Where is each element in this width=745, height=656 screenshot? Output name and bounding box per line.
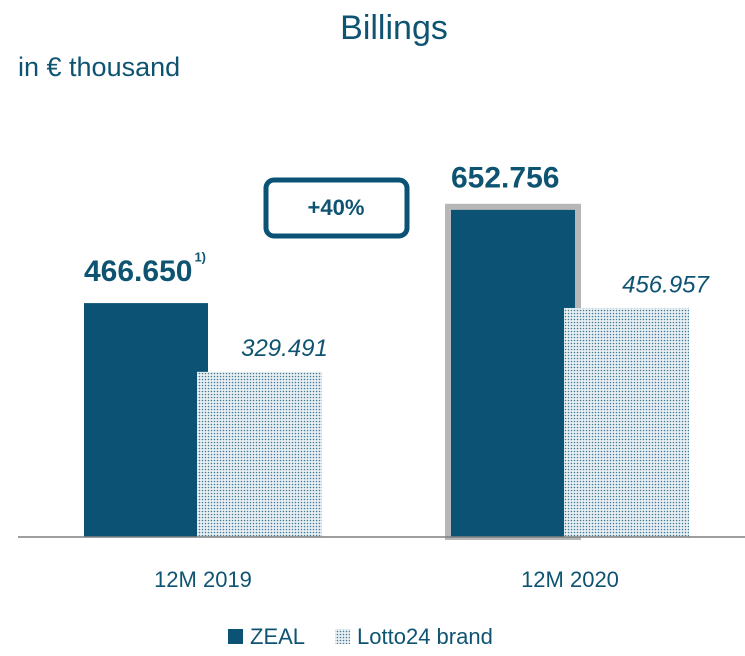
growth-annotation: +40% — [308, 195, 365, 220]
growth-box — [263, 177, 410, 239]
bar — [451, 209, 575, 537]
value-label: 466.650 — [84, 255, 192, 288]
legend-swatch — [228, 629, 243, 644]
legend-swatch — [335, 629, 351, 644]
value-label: 456.957 — [622, 271, 710, 298]
x-tick-label: 12M 2020 — [521, 567, 619, 592]
bar — [197, 371, 322, 537]
bar — [84, 303, 208, 537]
chart-subtitle: in € thousand — [18, 52, 180, 82]
chart-title: Billings — [340, 9, 448, 47]
value-label: 329.491 — [241, 335, 328, 362]
value-label: 652.756 — [451, 162, 559, 195]
footnote-marker: 1) — [194, 250, 206, 265]
bar — [564, 307, 689, 537]
legend-label: Lotto24 brand — [357, 624, 493, 649]
x-tick-label: 12M 2019 — [154, 567, 252, 592]
legend-label: ZEAL — [250, 624, 305, 649]
